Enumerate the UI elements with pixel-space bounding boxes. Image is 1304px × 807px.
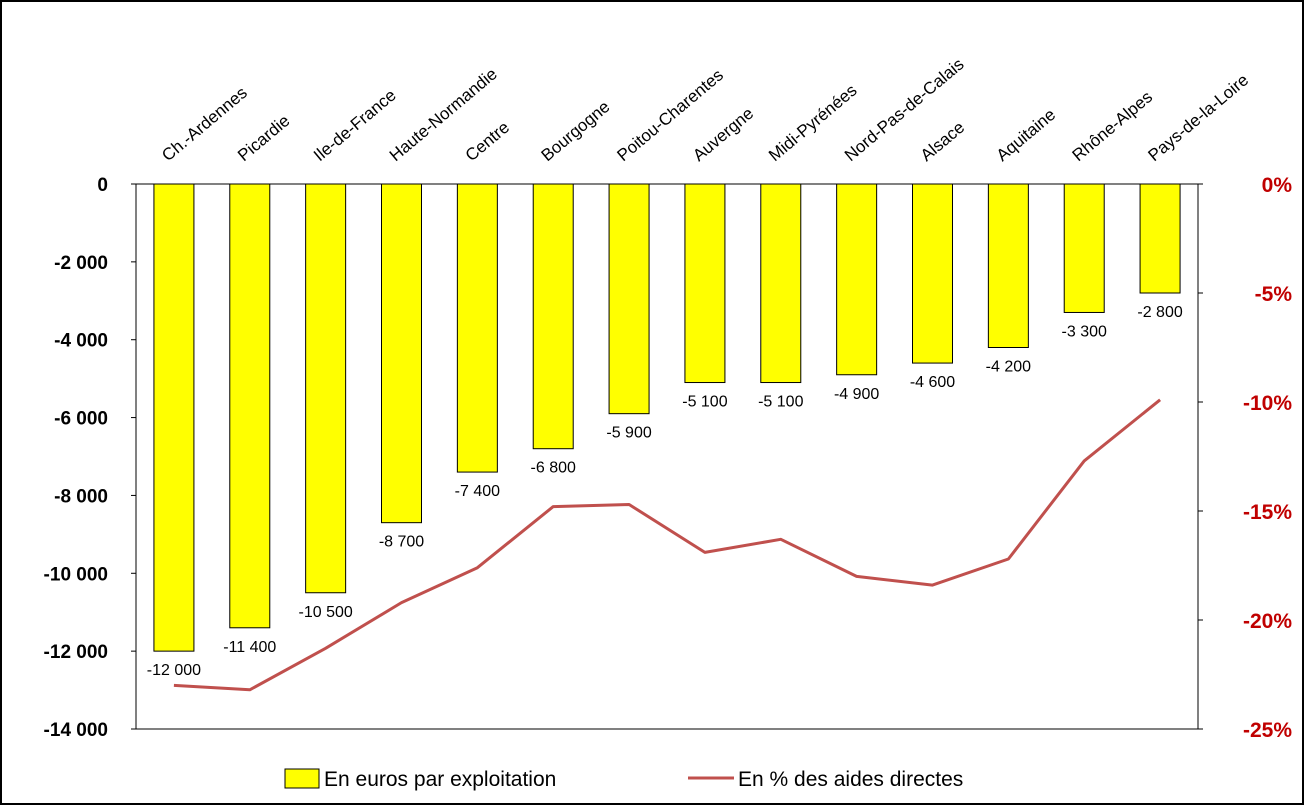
bar (684, 183, 726, 384)
left-axis-tick-label: -10 000 (44, 564, 108, 585)
bar-value-label: -12 000 (147, 662, 201, 679)
bar-value-label: -11 400 (223, 639, 276, 656)
bar-value-label: -5 100 (758, 394, 803, 411)
left-axis-tick-label: -4 000 (54, 331, 108, 352)
legend-bar-swatch (284, 768, 320, 789)
left-axis-tick-label: 0 (97, 175, 108, 196)
right-axis-tick-label: -15% (1243, 501, 1292, 524)
bar (305, 183, 347, 594)
left-axis-tick-label: -12 000 (44, 642, 108, 663)
bar-value-label: -4 900 (834, 386, 879, 403)
bar-value-label: -6 800 (531, 460, 576, 477)
left-axis-tick-label: -14 000 (44, 720, 108, 741)
legend-line-label: En % des aides directes (738, 768, 963, 791)
bar-value-label: -4 600 (910, 374, 955, 391)
bar (912, 183, 953, 364)
bar (153, 183, 195, 652)
bar-value-label: -2 800 (1137, 304, 1182, 321)
legend: En euros par exploitation En % des aides… (284, 768, 963, 791)
category-label: Picardie (234, 111, 293, 165)
bar (836, 183, 878, 376)
plot-area (135, 183, 1199, 730)
right-axis-tick-label: -10% (1243, 392, 1292, 415)
bar-value-label: -5 900 (606, 425, 651, 442)
category-label: Rhône-Alpes (1069, 87, 1157, 165)
right-axis-tick-label: 0% (1262, 174, 1293, 197)
category-label: Bourgogne (538, 97, 614, 165)
right-axis-tick-label: -5% (1255, 283, 1293, 306)
bar-value-label: -7 400 (455, 483, 500, 500)
bar (1139, 183, 1181, 294)
category-label: Ile-de-France (310, 86, 400, 166)
bar (381, 183, 422, 524)
bar-value-label: -3 300 (1062, 323, 1107, 340)
category-label: Aquitaine (993, 105, 1060, 165)
bar (229, 183, 271, 629)
category-label: Pays-de-la-Loire (1144, 70, 1252, 165)
category-label: Alsace (917, 118, 968, 165)
bar-value-label: -10 500 (299, 604, 353, 621)
legend-bar-label: En euros par exploitation (324, 768, 556, 791)
bar (1063, 183, 1105, 313)
category-label: Centre (462, 118, 513, 165)
bar-value-label: -8 700 (379, 534, 424, 551)
category-label: Auvergne (689, 104, 757, 165)
bar-value-label: -5 100 (682, 394, 727, 411)
bar-value-label: -4 200 (986, 359, 1031, 376)
right-axis-tick-label: -25% (1243, 719, 1292, 742)
bar (987, 183, 1029, 348)
line-series-pct (173, 398, 1162, 692)
bar (760, 183, 802, 384)
bar (608, 183, 650, 415)
left-axis-tick-label: -6 000 (54, 409, 108, 430)
left-axis-tick-label: -8 000 (54, 486, 108, 507)
right-axis-tick-label: -20% (1243, 610, 1292, 633)
bar (532, 183, 574, 450)
left-axis-tick-label: -2 000 (54, 253, 108, 274)
bar (456, 183, 498, 473)
